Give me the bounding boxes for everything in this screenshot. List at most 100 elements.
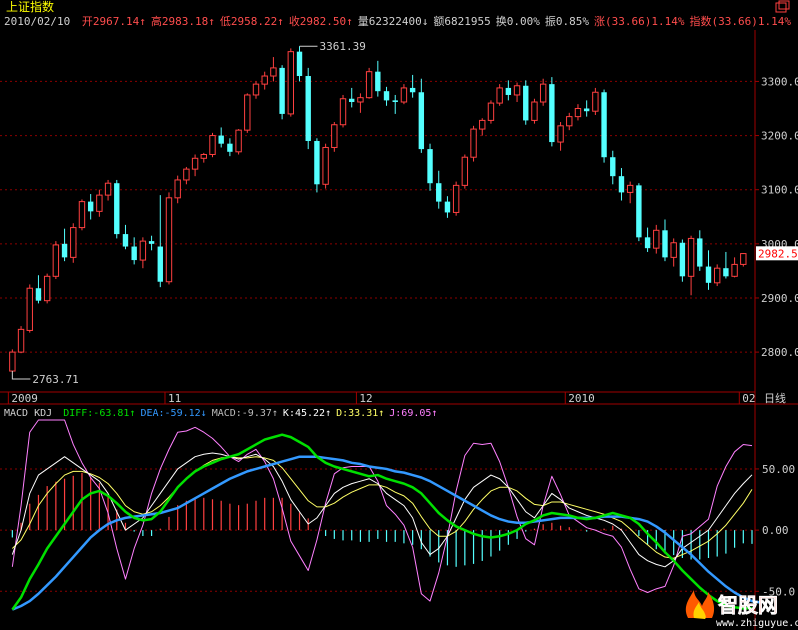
price-tick-label: 3300.0	[761, 75, 798, 88]
candle-body	[436, 183, 442, 202]
candle	[314, 138, 320, 193]
candle	[697, 230, 703, 271]
candle	[122, 224, 129, 250]
price-tick-label: 2900.0	[761, 292, 798, 305]
candle	[261, 71, 268, 90]
quote-field: 低2958.22↑	[220, 15, 284, 28]
candle	[227, 138, 233, 157]
candle	[618, 168, 625, 201]
candle-body	[61, 243, 68, 258]
candle-body	[200, 154, 207, 159]
candle	[131, 237, 137, 265]
candle	[114, 179, 120, 239]
candle	[200, 152, 207, 163]
price-tick-label: 3200.0	[761, 130, 798, 143]
candle	[26, 284, 33, 333]
candle	[670, 238, 677, 267]
candle	[531, 98, 538, 124]
candle	[679, 239, 686, 282]
candle	[566, 112, 573, 131]
candle	[557, 122, 564, 151]
candle	[400, 84, 408, 105]
candle-body	[35, 288, 42, 301]
candle-body	[383, 91, 390, 101]
candle	[287, 48, 295, 117]
candle-body	[539, 83, 547, 103]
candle-body	[331, 124, 338, 148]
candle	[436, 170, 442, 209]
indicator-lines	[11, 419, 761, 611]
candle	[496, 84, 503, 106]
candle	[452, 181, 460, 216]
quote-field: 涨(33.66)1.14%	[594, 15, 685, 28]
restore-icon[interactable]	[775, 0, 790, 13]
j-line	[11, 419, 753, 602]
flame-logo-icon	[685, 590, 715, 619]
candle-body	[191, 157, 199, 170]
candle-body	[662, 230, 668, 258]
candle	[349, 87, 355, 108]
candle-body	[314, 140, 320, 185]
candle	[740, 253, 747, 267]
candle-body	[427, 149, 433, 184]
candle	[626, 181, 634, 204]
quote-date: 2010/02/10	[4, 15, 70, 28]
candle	[305, 67, 311, 150]
candle	[70, 223, 77, 263]
time-axis: 2009 11 12 2010 02	[7, 392, 756, 405]
candle-body	[26, 287, 33, 331]
candle-body	[670, 242, 677, 258]
candle-body	[444, 201, 451, 213]
candle	[244, 93, 251, 133]
candle-body	[687, 237, 695, 277]
candle-body	[244, 94, 251, 131]
candle	[539, 78, 547, 106]
candle-body	[549, 84, 555, 143]
indicator-tick-label: 50.00	[762, 463, 795, 476]
candle-body	[287, 51, 295, 115]
candle	[383, 86, 390, 106]
candle-body	[636, 185, 642, 238]
candle	[705, 250, 712, 290]
time-label: 2010	[568, 392, 595, 405]
candle-body	[592, 91, 599, 112]
candle	[339, 94, 347, 128]
candle-body	[452, 184, 460, 213]
candle-body	[235, 129, 242, 153]
candle-body	[218, 135, 224, 144]
candle-body	[723, 268, 729, 277]
quote-field: 高2983.18↑	[151, 14, 215, 28]
quote-field: 额6821955	[433, 15, 490, 28]
candle	[279, 65, 285, 120]
candle	[418, 78, 425, 153]
price-tick-label: 3100.0	[761, 184, 798, 197]
candle	[687, 235, 695, 296]
candle-body	[183, 168, 190, 181]
high-annotation: 3361.39	[299, 40, 366, 53]
candle	[174, 175, 181, 204]
indicator-name[interactable]: MACD KDJ	[4, 408, 52, 419]
candle	[479, 118, 486, 136]
indicator-value: DEA:-59.12↓	[140, 408, 206, 419]
candle-body	[174, 179, 181, 199]
candle-body	[349, 98, 355, 102]
candle-body	[713, 267, 721, 284]
candle	[96, 189, 103, 217]
candle	[583, 100, 590, 117]
quote-field: 指数(33.66)1.14%	[690, 14, 792, 28]
candle-body	[122, 234, 129, 247]
candle-body	[496, 87, 503, 104]
candle-body	[557, 125, 564, 143]
period-label[interactable]: 日线	[764, 391, 786, 405]
time-label: 02	[742, 392, 755, 405]
candle	[331, 122, 338, 152]
candle-body	[96, 194, 103, 212]
time-label: 12	[359, 392, 372, 405]
indicator-value: K:45.22↑	[283, 408, 331, 419]
candle	[592, 87, 599, 115]
candle	[270, 57, 277, 82]
candle-body	[409, 87, 416, 93]
candlestick-series	[9, 46, 747, 372]
candle-body	[165, 197, 173, 283]
candle	[461, 154, 469, 189]
